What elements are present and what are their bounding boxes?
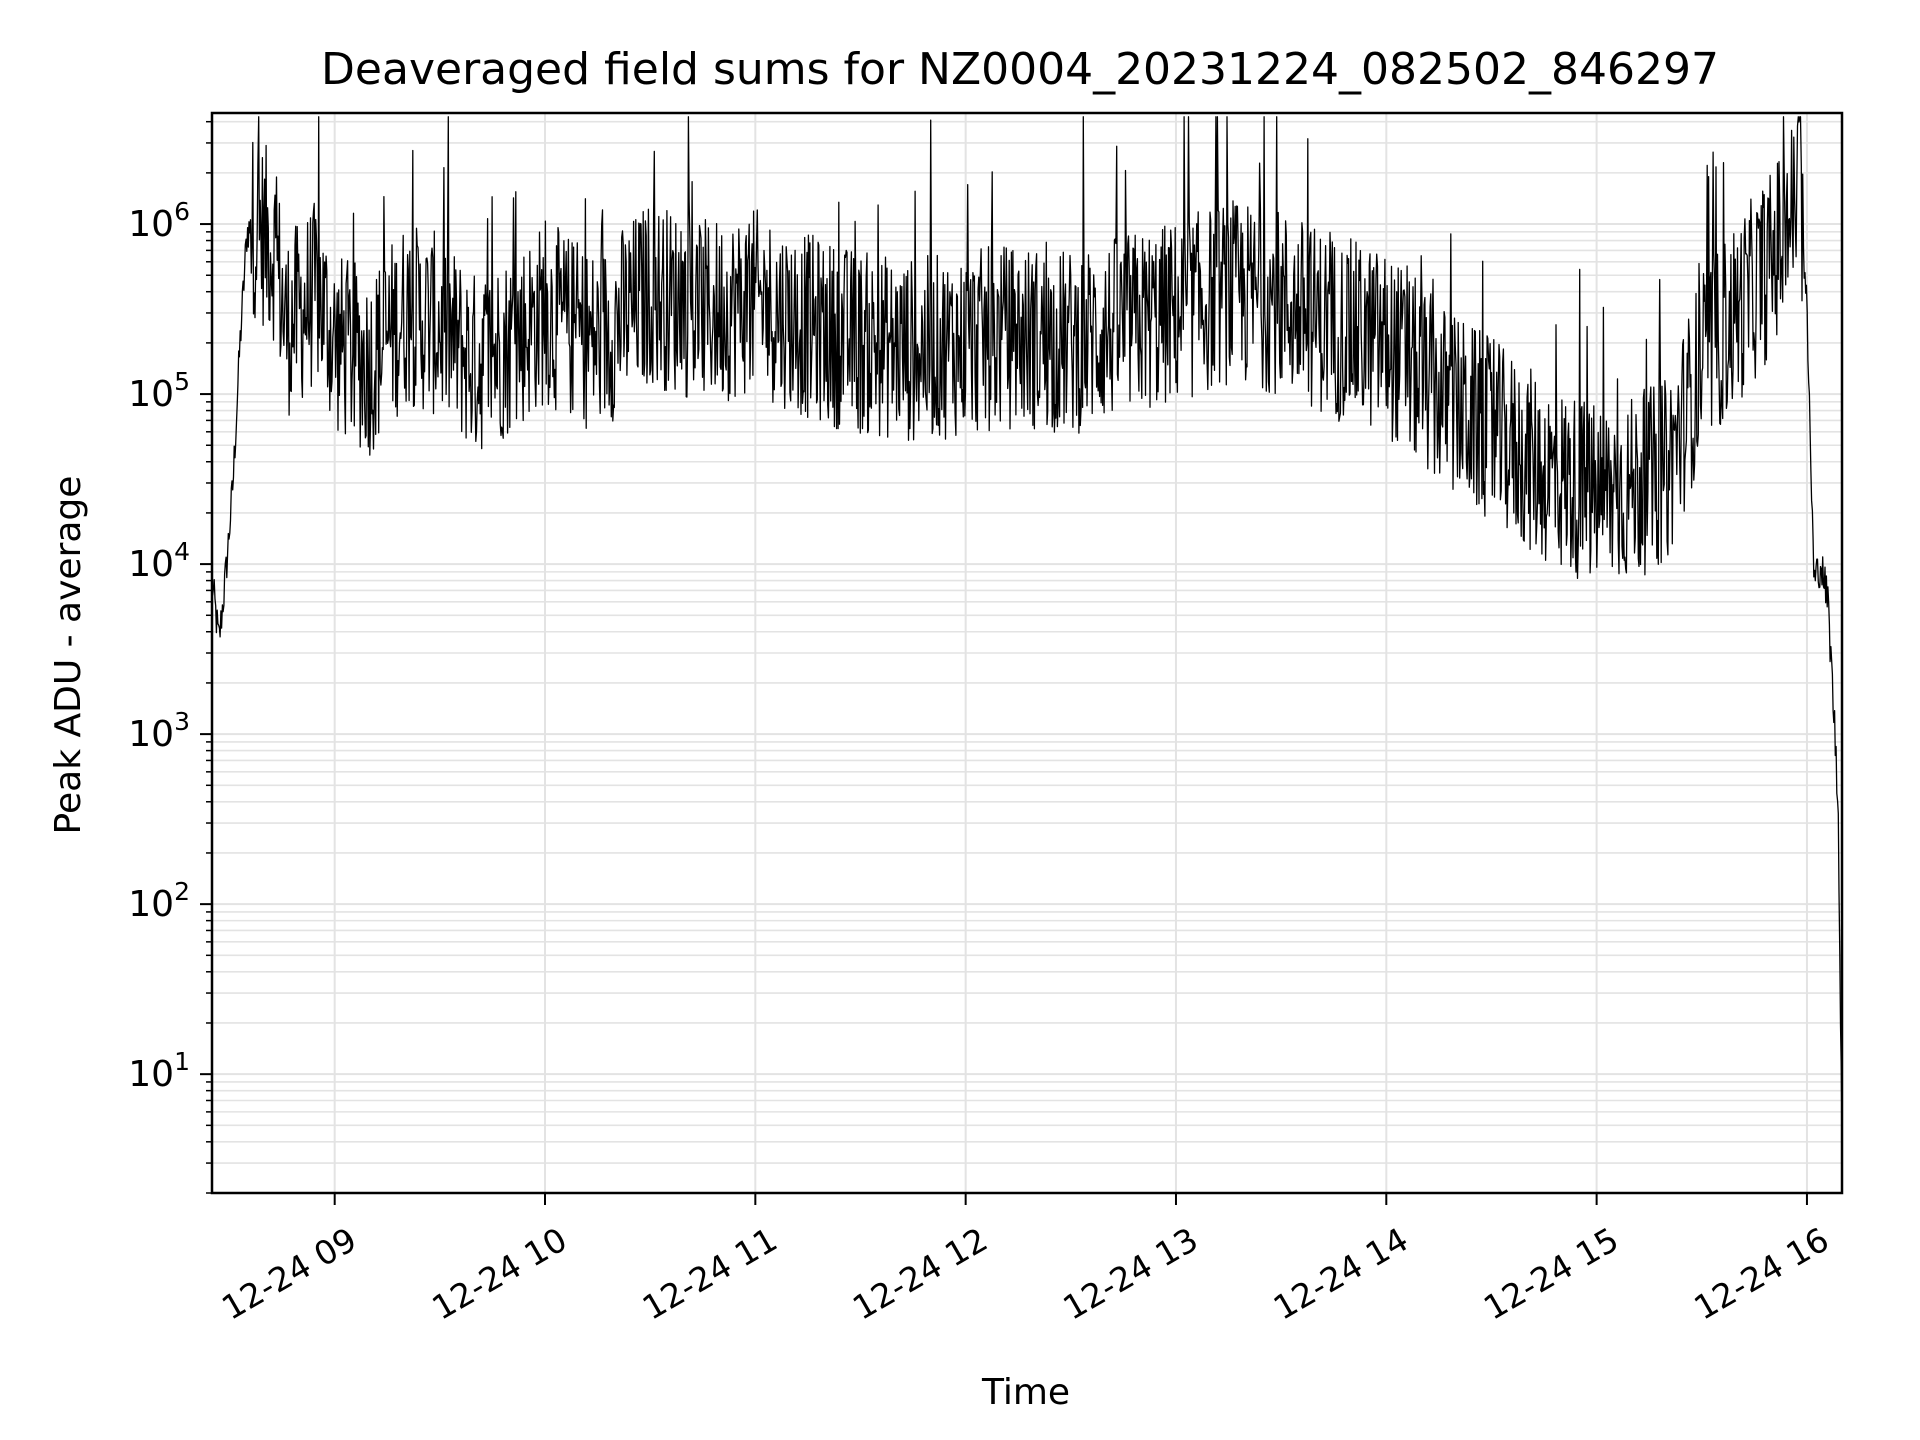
chart-title: Deaveraged field sums for NZ0004_2023122… [321, 44, 1719, 95]
y-tick-label: 106 [128, 197, 190, 245]
x-axis-label: Time [981, 1372, 1070, 1413]
data-series [211, 116, 1843, 1135]
y-tick-label: 105 [128, 367, 190, 415]
y-axis-label: Peak ADU - average [48, 476, 89, 835]
y-tick-label: 102 [128, 877, 190, 925]
y-tick-label: 104 [128, 537, 190, 585]
y-tick-label: 101 [128, 1047, 190, 1095]
series-line [211, 116, 1843, 1135]
y-tick-label: 103 [128, 707, 190, 755]
